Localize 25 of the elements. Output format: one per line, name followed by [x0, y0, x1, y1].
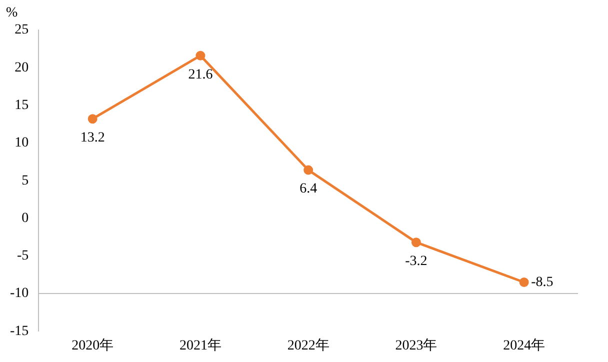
y-tick-label: -5 [16, 248, 29, 264]
y-tick-label: 5 [22, 173, 29, 188]
y-tick-label: 25 [14, 22, 29, 38]
data-label: 21.6 [188, 67, 213, 82]
y-tick-label: 15 [14, 98, 29, 113]
x-tick-label: 2021年 [179, 337, 222, 354]
y-axis-title: % [6, 6, 18, 21]
y-tick-label: 10 [14, 136, 29, 151]
data-label: -3.2 [405, 254, 428, 270]
point [196, 50, 206, 60]
point [411, 238, 421, 248]
data-label: 6.4 [300, 182, 318, 197]
y-tick-label: 20 [14, 60, 29, 76]
x-tick-label: 2024年 [503, 337, 546, 354]
data-label: -8.5 [531, 274, 554, 290]
data-label: 13.2 [80, 130, 105, 146]
x-tick-label: 2022年 [287, 337, 330, 354]
point [88, 114, 98, 124]
y-tick-label: 0 [22, 210, 29, 226]
point [519, 278, 529, 288]
x-tick-label: 2020年 [72, 337, 114, 354]
y-tick-label: -10 [10, 286, 29, 302]
x-tick-label: 2023年 [395, 337, 438, 354]
y-tick-label: -15 [10, 324, 29, 339]
point [304, 165, 314, 175]
